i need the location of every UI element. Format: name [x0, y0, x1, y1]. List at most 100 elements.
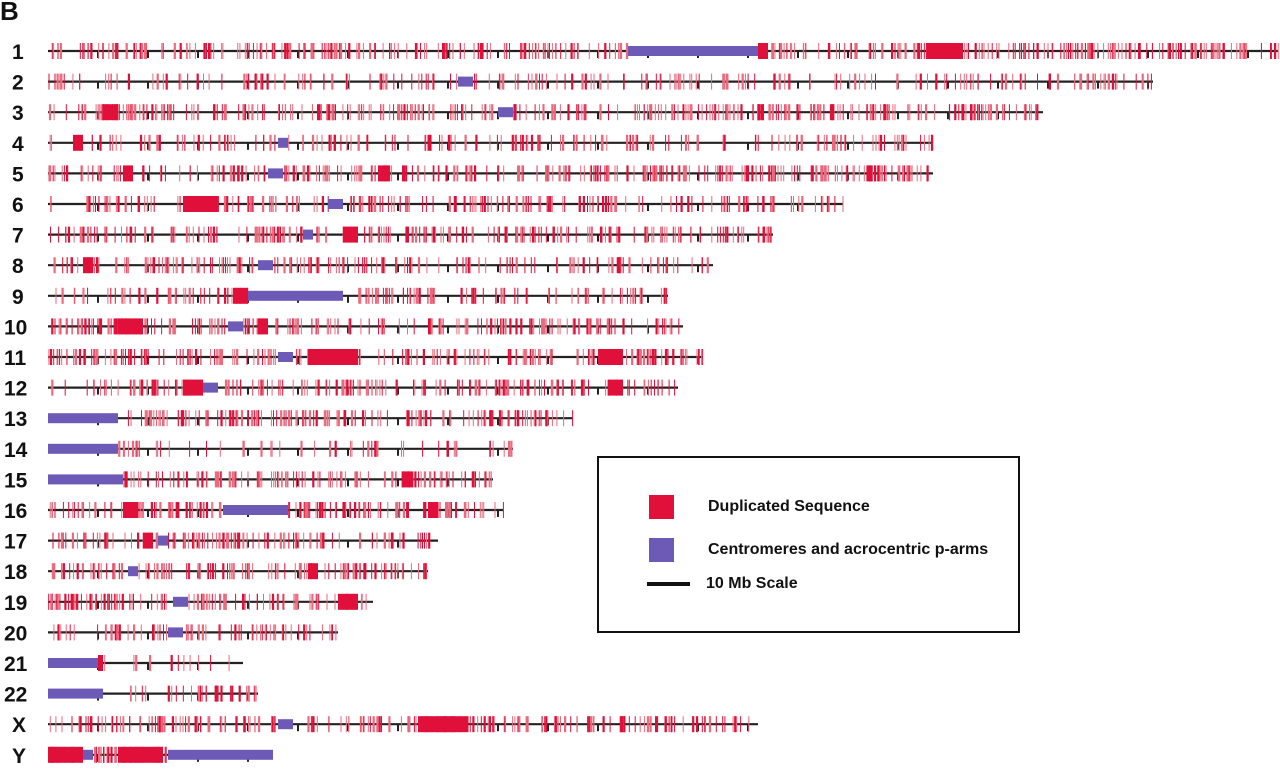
- duplication-mark: [310, 73, 312, 90]
- duplication-mark: [389, 43, 390, 59]
- duplication-mark: [77, 257, 79, 274]
- duplication-mark: [255, 73, 257, 90]
- duplication-mark: [918, 104, 920, 121]
- duplication-mark: [638, 349, 642, 365]
- duplication-mark: [727, 196, 728, 212]
- duplication-mark: [133, 655, 135, 671]
- centromere-block: [268, 168, 283, 179]
- duplication-mark: [582, 196, 585, 212]
- duplication-mark: [306, 563, 308, 580]
- duplication-mark: [141, 349, 143, 365]
- duplication-mark: [442, 318, 444, 335]
- duplication-mark: [966, 43, 968, 59]
- duplication-mark: [170, 287, 172, 304]
- duplication-mark: [288, 410, 290, 427]
- duplication-mark: [131, 532, 132, 549]
- duplication-mark: [279, 104, 280, 121]
- duplication-mark: [334, 593, 336, 610]
- duplication-mark: [811, 165, 814, 182]
- duplication-mark: [407, 716, 409, 733]
- duplication-mark: [650, 379, 652, 396]
- duplication-mark: [280, 379, 282, 396]
- duplication-mark: [317, 226, 319, 243]
- duplication-mark: [130, 685, 132, 702]
- duplication-mark: [395, 471, 397, 488]
- duplication-mark: [127, 624, 129, 641]
- duplication-mark: [637, 134, 639, 151]
- duplication-mark: [317, 502, 319, 518]
- duplication-mark: [579, 196, 581, 212]
- duplication-mark: [141, 410, 142, 427]
- duplication-mark: [407, 410, 410, 427]
- duplication-mark: [495, 379, 497, 396]
- duplication-mark: [160, 593, 162, 610]
- duplication-mark: [418, 73, 420, 90]
- duplication-mark: [828, 196, 830, 212]
- duplication-mark: [491, 104, 494, 121]
- duplication-mark: [73, 502, 75, 518]
- duplication-mark: [606, 318, 609, 335]
- duplication-mark: [634, 716, 636, 733]
- duplication-mark: [1130, 43, 1132, 59]
- duplication-mark: [91, 134, 93, 151]
- duplication-mark: [203, 73, 204, 90]
- duplication-mark: [369, 43, 371, 59]
- duplication-mark: [486, 165, 488, 182]
- duplication-mark: [498, 73, 500, 90]
- duplication-mark: [508, 196, 509, 212]
- duplication-mark: [97, 624, 99, 641]
- duplication-mark: [470, 165, 472, 182]
- duplication-mark: [673, 104, 675, 121]
- duplication-mark: [413, 287, 415, 304]
- duplication-mark: [254, 165, 256, 182]
- duplication-mark: [141, 685, 143, 702]
- duplication-mark: [655, 318, 658, 335]
- duplication-mark: [449, 43, 451, 59]
- duplication-mark: [616, 165, 618, 182]
- duplication-mark: [880, 165, 882, 182]
- duplication-mark: [253, 318, 254, 335]
- centromere-block: [158, 535, 168, 546]
- duplication-mark: [724, 716, 726, 733]
- duplication-mark: [715, 104, 717, 121]
- duplication-mark: [432, 104, 434, 121]
- duplication-mark: [452, 104, 454, 121]
- duplication-mark: [718, 104, 720, 121]
- duplication-mark: [688, 134, 690, 151]
- duplication-mark: [622, 318, 625, 335]
- duplication-mark: [494, 318, 496, 335]
- duplication-mark: [406, 43, 408, 59]
- duplication-mark: [194, 43, 196, 59]
- duplication-mark: [991, 43, 993, 59]
- duplication-mark: [177, 655, 179, 671]
- duplication-mark: [205, 43, 207, 59]
- duplication-mark: [354, 257, 356, 274]
- duplication-mark: [359, 379, 361, 396]
- duplication-mark: [762, 196, 765, 212]
- duplication-mark: [786, 43, 788, 59]
- duplication-mark: [148, 410, 150, 427]
- duplication-mark: [650, 165, 651, 182]
- duplication-mark: [197, 104, 199, 121]
- duplication-mark: [368, 287, 370, 304]
- duplication-mark: [1277, 43, 1279, 59]
- duplication-mark: [562, 134, 565, 151]
- duplication-mark: [117, 165, 119, 182]
- chromosome-9: 9: [12, 286, 668, 309]
- duplication-mark: [238, 257, 241, 274]
- duplication-mark: [307, 716, 310, 733]
- duplication-mark: [236, 379, 238, 396]
- duplication-mark: [315, 257, 317, 274]
- duplication-mark: [866, 104, 868, 121]
- duplication-mark: [958, 104, 960, 121]
- duplication-mark: [538, 196, 540, 212]
- duplication-mark: [791, 43, 793, 59]
- duplication-mark: [836, 73, 838, 90]
- duplication-mark: [248, 410, 249, 427]
- duplication-mark: [260, 73, 262, 90]
- duplication-mark: [54, 165, 56, 182]
- duplication-mark: [337, 318, 339, 335]
- duplication-mark: [52, 502, 53, 518]
- duplication-mark: [122, 104, 124, 121]
- duplication-mark: [593, 716, 595, 733]
